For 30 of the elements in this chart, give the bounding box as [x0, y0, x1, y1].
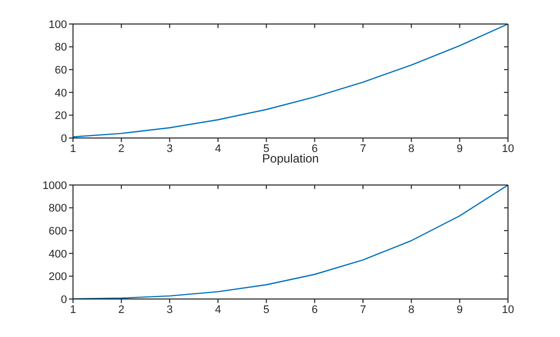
x-tick-label: 2: [118, 142, 124, 155]
x-tick-label: 9: [456, 142, 463, 155]
x-tick-label: 10: [502, 142, 514, 155]
x-tick-label: 8: [408, 304, 414, 316]
x-tick-label: 2: [118, 304, 124, 316]
y-tick-label: 100: [48, 18, 67, 31]
x-tick-label: 7: [360, 142, 366, 155]
y-tick-label: 800: [48, 202, 67, 215]
x-tick-label: 1: [70, 142, 76, 155]
x-tick-label: 8: [408, 142, 414, 155]
y-tick-label: 60: [54, 64, 67, 77]
x-tick-label: 6: [312, 304, 318, 316]
y-tick-label: 600: [48, 226, 67, 238]
y-tick-label: 20: [54, 110, 67, 122]
x-tick-label: 3: [166, 142, 173, 155]
x-tick-label: 4: [214, 142, 222, 155]
x-tick-label: 10: [502, 304, 514, 316]
x-tick-label: 3: [166, 304, 173, 316]
x-tick-label: 9: [456, 304, 463, 316]
y-tick-label: 1000: [42, 180, 67, 192]
y-tick-label: 400: [48, 248, 67, 260]
x-tick-label: 1: [70, 304, 76, 316]
y-tick-label: 40: [54, 87, 67, 100]
y-tick-label: 0: [60, 132, 67, 145]
y-tick-label: 200: [48, 271, 67, 284]
x-tick-label: 7: [360, 304, 366, 316]
x-tick-label: 5: [263, 304, 270, 316]
y-tick-label: 0: [60, 294, 67, 306]
y-tick-label: 80: [54, 42, 67, 54]
x-tick-label: 4: [214, 304, 222, 316]
